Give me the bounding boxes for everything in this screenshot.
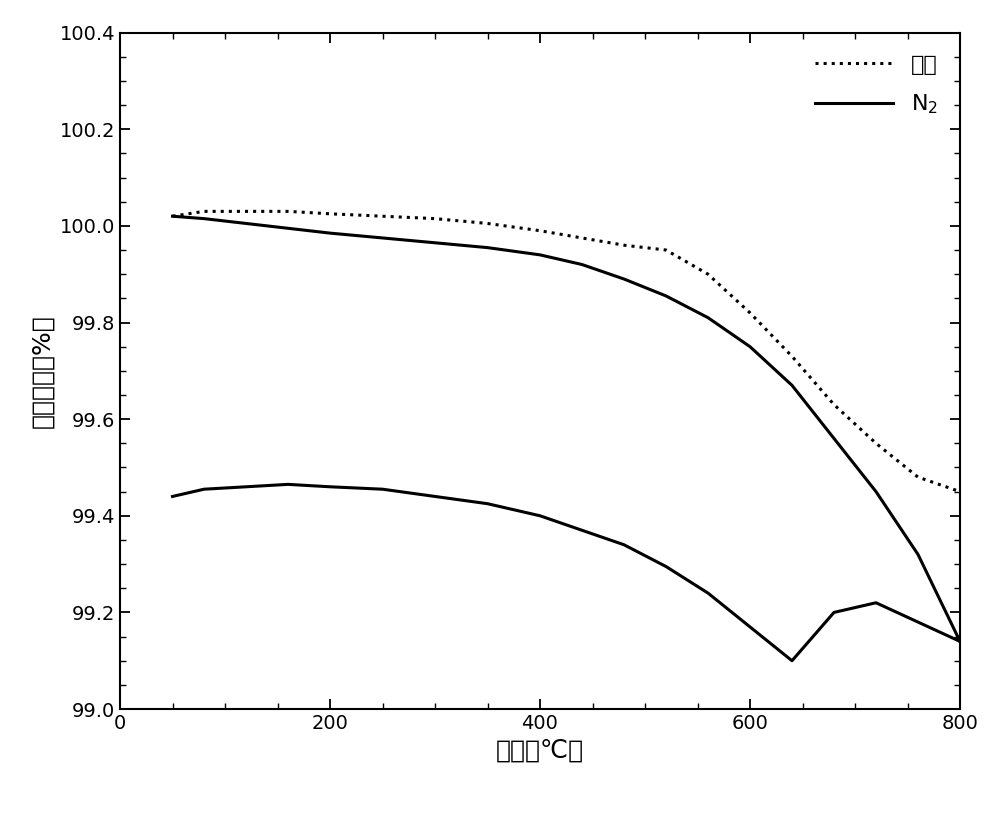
空气: [198, 206, 210, 216]
空气: [786, 351, 798, 361]
N$_2$: [870, 487, 882, 496]
N$_2$: [429, 238, 441, 248]
N$_2$: [912, 549, 924, 559]
N$_2$: [166, 211, 179, 221]
Line: N$_2$: N$_2$: [173, 216, 960, 641]
N$_2$: [240, 218, 252, 228]
空气: [166, 211, 179, 221]
空气: [912, 472, 924, 482]
N$_2$: [324, 228, 336, 238]
N$_2$: [376, 233, 388, 243]
N$_2$: [660, 291, 672, 301]
空气: [618, 240, 630, 250]
空气: [744, 308, 756, 318]
N$_2$: [702, 313, 714, 323]
空气: [429, 214, 441, 223]
空气: [324, 209, 336, 218]
N$_2$: [786, 381, 798, 390]
N$_2$: [534, 250, 546, 260]
Y-axis label: 质量损失（%）: 质量损失（%）: [30, 314, 54, 428]
空气: [660, 245, 672, 255]
N$_2$: [282, 223, 294, 233]
空气: [828, 399, 840, 409]
N$_2$: [198, 214, 210, 223]
空气: [702, 269, 714, 279]
空气: [376, 211, 388, 221]
空气: [282, 206, 294, 216]
X-axis label: 温度（℃）: 温度（℃）: [496, 738, 584, 763]
N$_2$: [954, 637, 966, 646]
Line: 空气: 空气: [173, 211, 960, 491]
N$_2$: [618, 274, 630, 284]
Legend: 空气, N$_2$: 空气, N$_2$: [804, 44, 949, 127]
N$_2$: [576, 260, 588, 270]
空气: [240, 206, 252, 216]
空气: [954, 487, 966, 496]
N$_2$: [744, 341, 756, 351]
N$_2$: [828, 434, 840, 443]
空气: [534, 226, 546, 236]
空气: [576, 233, 588, 243]
空气: [870, 438, 882, 448]
空气: [482, 218, 494, 228]
N$_2$: [482, 243, 494, 253]
